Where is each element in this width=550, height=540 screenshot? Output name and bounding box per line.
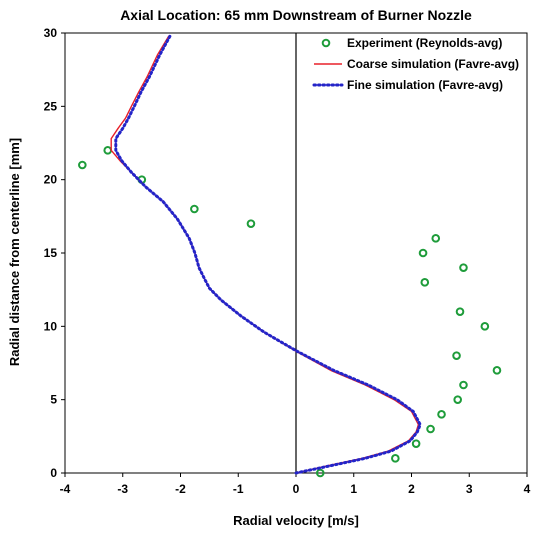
y-axis-label: Radial distance from centerline [mm] xyxy=(7,138,22,366)
y-tick-label: 25 xyxy=(44,99,58,113)
experiment-point xyxy=(459,380,468,390)
x-tick-label: -2 xyxy=(175,482,186,496)
experiment-point xyxy=(426,424,435,434)
experiment-point xyxy=(103,146,113,155)
y-tick-label: 15 xyxy=(44,246,58,260)
experiment-point xyxy=(437,410,446,419)
experiment-point xyxy=(391,454,400,463)
fine-simulation-line xyxy=(114,34,422,475)
experiment-point xyxy=(78,160,87,170)
legend: Experiment (Reynolds-avg) Coarse simulati… xyxy=(312,36,519,92)
experiment-point xyxy=(315,468,325,478)
experiment-point xyxy=(459,263,468,272)
x-axis-label: Radial velocity [m/s] xyxy=(233,513,359,528)
experiment-point xyxy=(480,322,490,331)
y-tick-label: 30 xyxy=(44,26,58,40)
experiment-point xyxy=(431,234,441,243)
y-tick-label: 20 xyxy=(44,173,58,187)
legend-label: Experiment (Reynolds-avg) xyxy=(347,36,502,50)
legend-marker-experiment xyxy=(321,38,331,48)
y-tick-label: 5 xyxy=(50,393,57,407)
y-tick-label: 10 xyxy=(44,319,58,333)
x-tick-label: 0 xyxy=(293,482,300,496)
legend-label: Coarse simulation (Favre-avg) xyxy=(347,57,519,71)
experiment-point xyxy=(246,219,256,228)
x-tick-label: -4 xyxy=(60,482,71,496)
experiment-point xyxy=(452,351,461,360)
plot-area: -4 -3 -2 -1 0 1 2 3 4 0 5 10 15 20 25 30 xyxy=(44,26,531,496)
legend-label: Fine simulation (Favre-avg) xyxy=(347,78,503,92)
experiment-point xyxy=(420,278,430,287)
coarse-simulation-line xyxy=(110,35,420,474)
x-tick-label: 3 xyxy=(466,482,473,496)
x-tick-label: -3 xyxy=(117,482,128,496)
experiment-point xyxy=(455,307,465,316)
x-tick-label: -1 xyxy=(233,482,244,496)
y-tick-label: 0 xyxy=(50,466,57,480)
experiment-point xyxy=(190,204,199,214)
experiment-point xyxy=(418,248,428,258)
experiment-point xyxy=(492,366,502,375)
experiment-point xyxy=(411,439,421,448)
x-tick-label: 2 xyxy=(408,482,415,496)
x-tick-label: 4 xyxy=(524,482,531,496)
experiment-point xyxy=(453,395,463,404)
x-tick-label: 1 xyxy=(350,482,357,496)
chart-title: Axial Location: 65 mm Downstream of Burn… xyxy=(120,7,472,23)
